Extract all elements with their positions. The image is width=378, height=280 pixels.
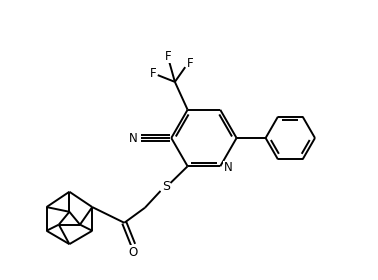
- Text: F: F: [187, 57, 193, 71]
- Text: N: N: [224, 161, 232, 174]
- Text: F: F: [150, 67, 156, 80]
- Text: F: F: [164, 50, 171, 62]
- Text: N: N: [129, 132, 138, 144]
- Text: S: S: [162, 181, 170, 193]
- Text: O: O: [129, 246, 138, 259]
